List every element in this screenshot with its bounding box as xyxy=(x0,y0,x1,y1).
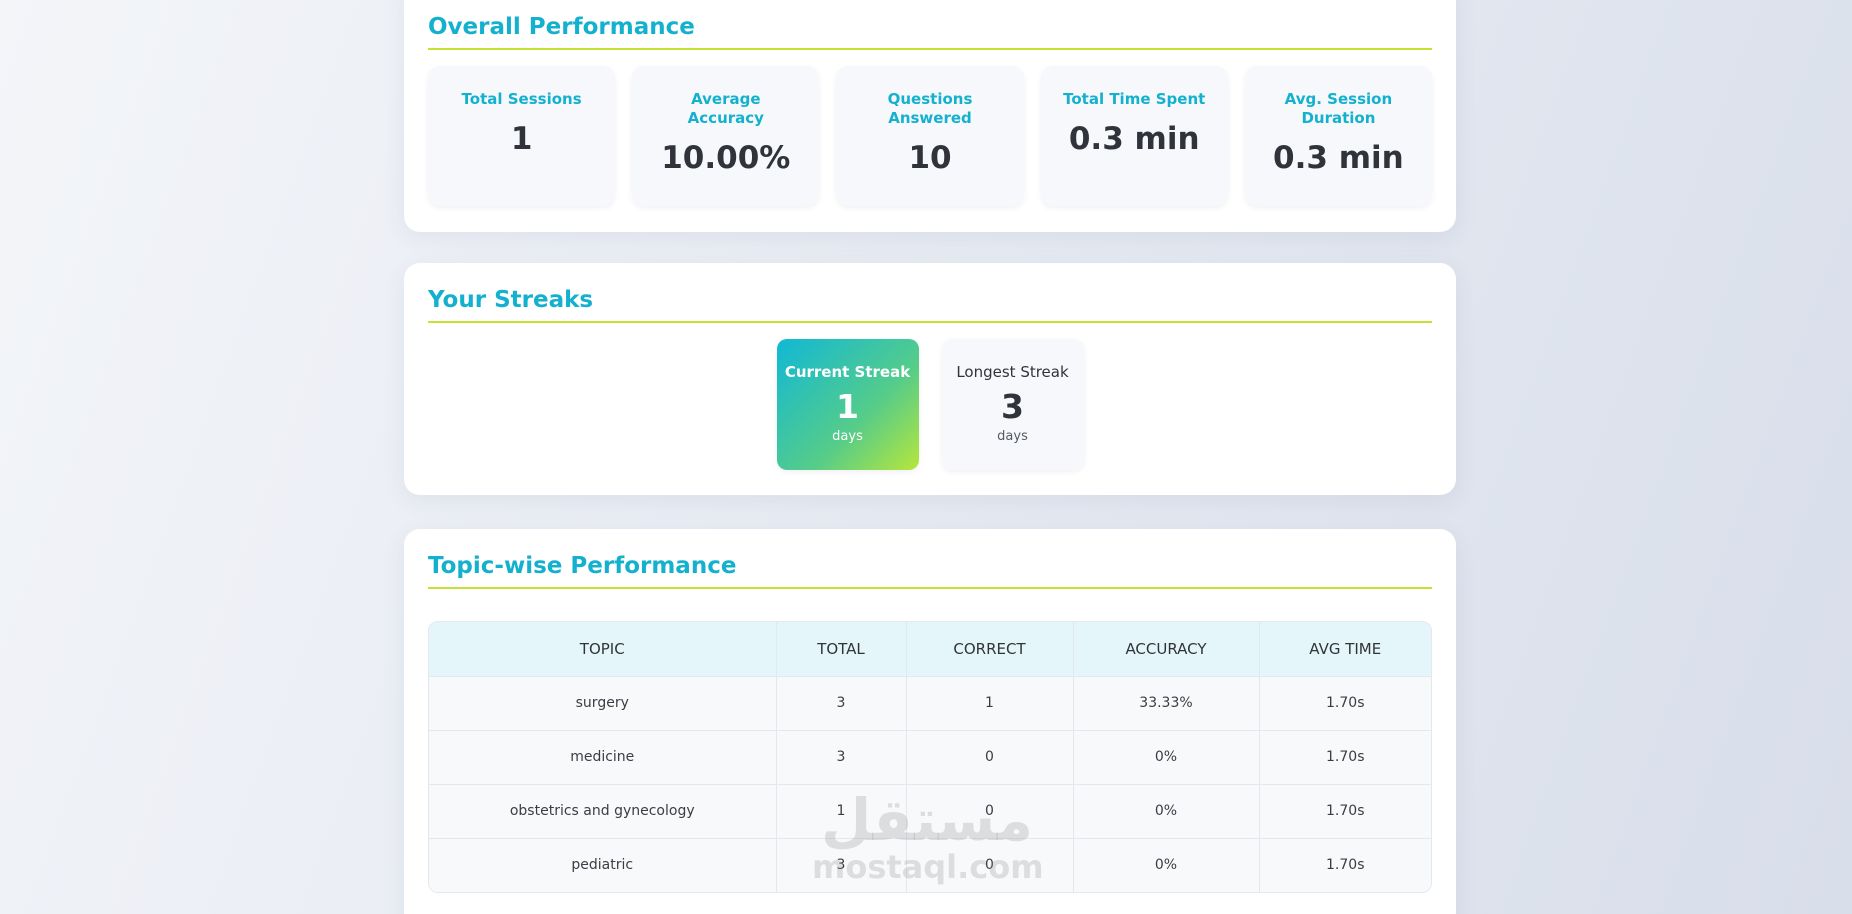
stat-label: Questions Answered xyxy=(887,90,973,127)
cell-total: 3 xyxy=(776,837,907,892)
stat-label: Total Time Spent xyxy=(1063,90,1206,108)
table-row: surgery 3 1 33.33% 1.70s xyxy=(429,675,1431,730)
current-streak-tile: Current Streak 1 days xyxy=(776,339,919,470)
column-header-correct: CORRECT xyxy=(906,622,1074,676)
cell-topic: surgery xyxy=(429,675,777,730)
stat-avg-session-duration: Avg. Session Duration 0.3 min xyxy=(1244,66,1433,206)
stat-label: Avg. Session Duration xyxy=(1284,90,1393,127)
cell-accuracy: 0% xyxy=(1073,783,1260,838)
cell-accuracy: 33.33% xyxy=(1073,675,1260,730)
stat-value: 1 xyxy=(510,121,533,157)
overall-performance-title: Overall Performance xyxy=(428,14,1432,50)
topic-performance-card: Topic-wise Performance TOPIC TOTAL CORRE… xyxy=(404,529,1456,914)
stat-value: 0.3 min xyxy=(1273,140,1404,176)
cell-correct: 1 xyxy=(906,675,1074,730)
table-header-row: TOPIC TOTAL CORRECT ACCURACY AVG TIME xyxy=(429,622,1431,676)
current-streak-label: Current Streak xyxy=(784,363,911,381)
longest-streak-label: Longest Streak xyxy=(956,363,1069,381)
cell-total: 1 xyxy=(776,783,907,838)
cell-avg-time: 1.70s xyxy=(1259,729,1431,784)
overall-performance-card: Overall Performance Total Sessions 1 Ave… xyxy=(404,0,1456,232)
stat-value: 10.00% xyxy=(661,140,791,176)
column-header-total: TOTAL xyxy=(776,622,907,676)
current-streak-unit: days xyxy=(832,429,863,444)
stat-questions-answered: Questions Answered 10 xyxy=(836,66,1024,206)
cell-correct: 0 xyxy=(906,837,1074,892)
table-row: obstetrics and gynecology 1 0 0% 1.70s xyxy=(429,783,1431,838)
cell-avg-time: 1.70s xyxy=(1259,675,1431,730)
cell-correct: 0 xyxy=(906,729,1074,784)
cell-correct: 0 xyxy=(906,783,1074,838)
streak-row: Current Streak 1 days Longest Streak 3 d… xyxy=(428,339,1432,470)
longest-streak-tile: Longest Streak 3 days xyxy=(941,339,1084,470)
column-header-avg-time: AVG TIME xyxy=(1259,622,1431,676)
stat-value: 0.3 min xyxy=(1068,121,1200,157)
stat-total-sessions: Total Sessions 1 xyxy=(428,66,616,206)
cell-total: 3 xyxy=(776,729,907,784)
current-streak-value: 1 xyxy=(836,387,859,426)
longest-streak-unit: days xyxy=(997,429,1028,444)
stat-average-accuracy: Average Accuracy 10.00% xyxy=(632,66,820,206)
cell-topic: pediatric xyxy=(429,837,777,892)
stats-row: Total Sessions 1 Average Accuracy 10.00%… xyxy=(428,66,1433,206)
stat-label: Average Accuracy xyxy=(687,90,764,127)
cell-topic: obstetrics and gynecology xyxy=(429,783,777,838)
stat-label: Total Sessions xyxy=(461,90,582,108)
topic-performance-title: Topic-wise Performance xyxy=(428,553,1432,589)
column-header-accuracy: ACCURACY xyxy=(1073,622,1260,676)
cell-avg-time: 1.70s xyxy=(1259,783,1431,838)
streaks-card: Your Streaks Current Streak 1 days Longe… xyxy=(404,263,1456,495)
cell-avg-time: 1.70s xyxy=(1259,837,1431,892)
table-row: medicine 3 0 0% 1.70s xyxy=(429,729,1431,784)
table-row: pediatric 3 0 0% 1.70s xyxy=(429,837,1431,892)
longest-streak-value: 3 xyxy=(1001,387,1024,426)
column-header-topic: TOPIC xyxy=(429,622,777,676)
topic-table-wrapper: TOPIC TOTAL CORRECT ACCURACY AVG TIME su… xyxy=(428,621,1432,893)
cell-topic: medicine xyxy=(429,729,777,784)
topic-table: TOPIC TOTAL CORRECT ACCURACY AVG TIME su… xyxy=(429,622,1431,892)
cell-accuracy: 0% xyxy=(1073,729,1260,784)
stat-total-time-spent: Total Time Spent 0.3 min xyxy=(1040,66,1228,206)
streaks-title: Your Streaks xyxy=(428,287,1432,323)
cell-accuracy: 0% xyxy=(1073,837,1260,892)
cell-total: 3 xyxy=(776,675,907,730)
stat-value: 10 xyxy=(908,140,952,176)
